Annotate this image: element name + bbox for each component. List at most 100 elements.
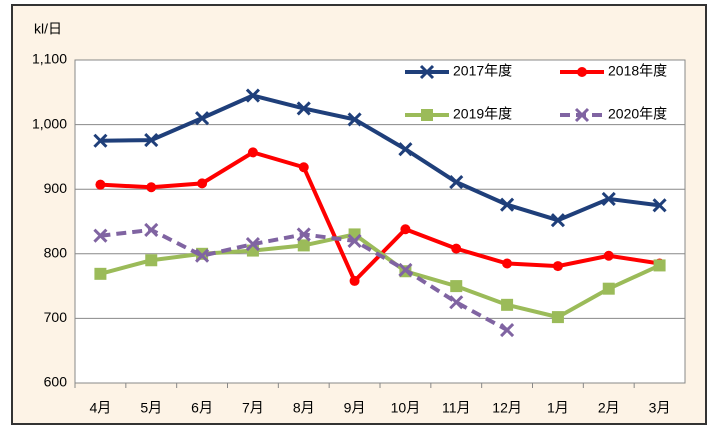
marker-shape [653,259,666,272]
marker-shape [451,243,462,254]
marker-shape [602,282,615,295]
data-point [652,198,667,213]
y-tick-label: 600 [44,374,68,390]
marker-shape [500,322,515,338]
data-point [297,239,310,252]
marker-shape [500,197,515,212]
series-line [100,93,660,223]
marker-shape [144,222,159,237]
marker-shape [347,233,362,248]
marker-shape [95,179,106,190]
data-point [603,250,614,261]
data-point [93,133,108,148]
data-point [400,224,411,235]
data-point [197,178,208,189]
legend-label: 2018年度 [608,63,667,79]
marker-shape [296,227,311,242]
x-tick-label: 4月 [90,400,112,416]
marker-shape [398,142,413,157]
legend-label: 2020年度 [608,106,667,122]
data-point [245,237,260,252]
marker-shape [93,133,108,148]
x-tick-label: 8月 [293,400,315,416]
plot-area [74,59,686,384]
data-point [146,182,157,193]
data-point [298,162,309,173]
marker-shape [574,107,590,123]
marker-shape [502,258,513,269]
marker-shape [577,67,587,77]
legend-label: 2017年度 [453,63,512,79]
data-point [296,101,311,116]
data-point [500,197,515,212]
data-point [349,275,360,286]
legend-label: 2019年度 [453,106,512,122]
data-point [296,227,311,242]
marker-shape [419,64,435,80]
data-point [550,213,565,228]
data-point [398,142,413,157]
marker-shape [93,228,108,243]
legend-marker [577,67,587,77]
x-tick-label: 3月 [649,400,671,416]
y-tick-label: 1,100 [32,51,67,67]
marker-shape [552,261,563,272]
marker-shape [601,191,616,206]
y-tick-label: 900 [44,180,68,196]
data-point [195,111,210,126]
marker-shape [550,213,565,228]
marker-shape [195,111,210,126]
data-point [502,258,513,269]
marker-shape [400,224,411,235]
series-line [99,232,661,320]
marker-shape [197,178,208,189]
marker-shape [195,248,210,263]
x-tick-label: 6月 [191,400,213,416]
x-tick-label: 12月 [492,400,522,416]
x-tick-label: 5月 [140,400,162,416]
marker-shape [603,250,614,261]
marker-shape [297,239,310,252]
data-point [602,282,615,295]
data-point [347,233,362,248]
data-point [653,259,666,272]
marker-shape [501,298,514,311]
marker-shape [296,101,311,116]
marker-shape [449,175,464,190]
marker-shape [421,109,433,121]
data-point [245,88,260,103]
data-point [398,262,413,278]
x-tick-label: 2月 [598,400,620,416]
x-tick-label: 11月 [442,400,471,416]
data-point [247,147,258,158]
data-point [449,295,464,310]
data-point [94,267,107,280]
marker-shape [551,311,564,324]
legend-marker [419,64,435,80]
marker-shape [449,295,464,310]
marker-shape [145,254,158,267]
marker-shape [245,88,260,103]
y-tick-label: 800 [44,245,68,261]
y-tick-label: 1,000 [32,115,67,131]
x-tick-label: 7月 [242,400,264,416]
data-point [501,298,514,311]
data-point [450,280,463,293]
marker-shape [146,182,157,193]
marker-shape [298,162,309,173]
data-point [451,243,462,254]
data-point [500,322,515,338]
marker-shape [398,262,413,278]
data-point [347,112,362,127]
legend-marker [574,107,590,123]
legend-marker [421,109,433,121]
marker-shape [652,198,667,213]
x-tick-label: 10月 [391,400,421,416]
data-point [145,254,158,267]
data-point [95,179,106,190]
data-point [144,222,159,237]
x-tick-label: 1月 [547,400,569,416]
marker-shape [144,133,159,148]
marker-shape [347,112,362,127]
